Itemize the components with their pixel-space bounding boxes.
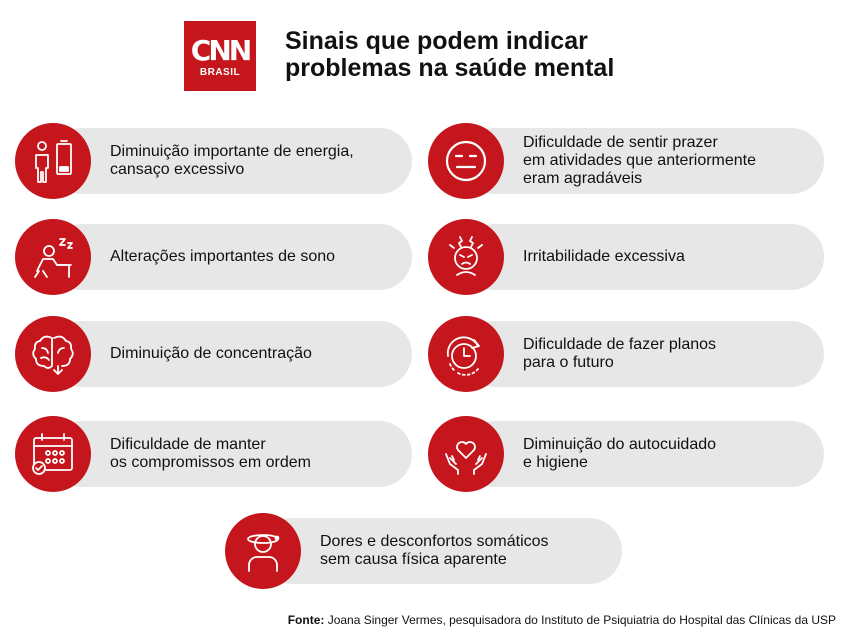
clock-arrow-icon xyxy=(446,336,480,376)
sign-card-irritability: Irritabilidade excessiva xyxy=(428,219,824,295)
brain-icon xyxy=(32,335,74,375)
card-pill xyxy=(462,421,824,487)
source-text: Joana Singer Vermes, pesquisadora do Ins… xyxy=(324,613,836,627)
sign-card-selfcare: Diminuição do autocuidado e higiene xyxy=(428,416,824,492)
dizzy-person-icon xyxy=(247,534,280,572)
calendar-icon xyxy=(32,433,73,475)
icon-circle xyxy=(15,416,91,492)
sign-label: Dificuldade de sentir prazer em atividad… xyxy=(523,134,757,187)
card-pill xyxy=(49,224,412,290)
sign-card-concentration: Diminuição de concentração xyxy=(15,316,412,392)
source-prefix: Fonte: xyxy=(287,613,325,627)
card-pill xyxy=(49,321,412,387)
irritated-head-icon xyxy=(449,236,483,276)
heart-hands-icon xyxy=(445,441,487,475)
card-pill xyxy=(49,128,412,194)
neutral-face-icon xyxy=(445,140,487,182)
icon-circle xyxy=(428,416,504,492)
logo-sub-text: BRASIL xyxy=(199,66,241,78)
header: CNN BRASIL Sinais que podem indicar prob… xyxy=(0,0,850,110)
card-pill xyxy=(49,421,412,487)
sign-card-pleasure: Dificuldade de sentir prazer em atividad… xyxy=(428,123,824,199)
icon-circle xyxy=(15,219,91,295)
card-pill xyxy=(259,518,622,584)
icon-circle xyxy=(428,219,504,295)
icon-circle xyxy=(15,123,91,199)
logo-main-text: CNN xyxy=(190,33,252,67)
icon-circle xyxy=(428,123,504,199)
page-title: Sinais que podem indicar problemas na sa… xyxy=(285,27,615,82)
cnn-brasil-logo: CNN BRASIL xyxy=(184,21,256,91)
low-energy-icon xyxy=(35,140,72,183)
icon-circle xyxy=(225,513,301,589)
sign-label: Dificuldade de manter os compromissos em… xyxy=(110,436,311,471)
sleep-icon xyxy=(34,238,73,278)
sign-label: Dores e desconfortos somáticos sem causa… xyxy=(320,533,549,568)
card-pill xyxy=(462,128,824,194)
source-footer: Fonte: Joana Singer Vermes, pesquisadora… xyxy=(0,613,836,627)
sign-card-commitments: Dificuldade de manter os compromissos em… xyxy=(15,416,412,492)
sign-label: Diminuição importante de energia, cansaç… xyxy=(110,143,354,178)
sign-card-somatic: Dores e desconfortos somáticos sem causa… xyxy=(225,513,622,589)
sign-label: Diminuição de concentração xyxy=(110,345,312,362)
icon-circle xyxy=(15,316,91,392)
sign-card-plans: Dificuldade de fazer planos para o futur… xyxy=(428,316,824,392)
icon-circle xyxy=(428,316,504,392)
sign-label: Irritabilidade excessiva xyxy=(523,248,685,265)
card-pill xyxy=(462,224,824,290)
sign-card-sleep: Alterações importantes de sono xyxy=(15,219,412,295)
sign-card-energy: Diminuição importante de energia, cansaç… xyxy=(15,123,412,199)
sign-label: Diminuição do autocuidado e higiene xyxy=(523,436,717,471)
card-pill xyxy=(462,321,824,387)
sign-label: Alterações importantes de sono xyxy=(110,248,336,265)
sign-label: Dificuldade de fazer planos para o futur… xyxy=(523,336,717,371)
